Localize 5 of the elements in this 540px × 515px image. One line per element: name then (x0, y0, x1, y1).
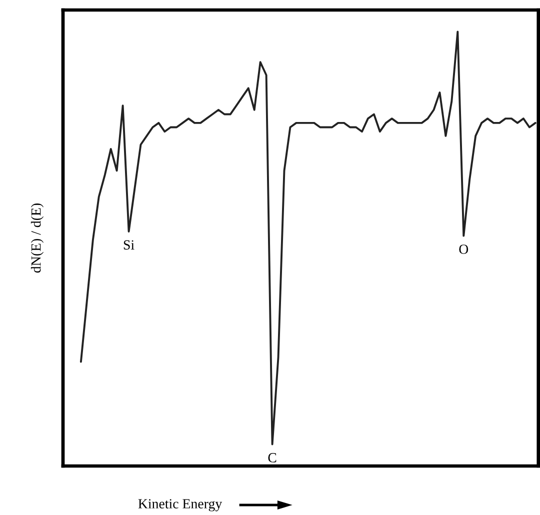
annotation: Si (124, 240, 134, 250)
y-axis-title: dN(E) / d(E) (30, 204, 44, 273)
annotation: O (459, 244, 468, 254)
x-axis-title: Kinetic Energy (138, 499, 222, 512)
annotation: C (268, 453, 276, 462)
